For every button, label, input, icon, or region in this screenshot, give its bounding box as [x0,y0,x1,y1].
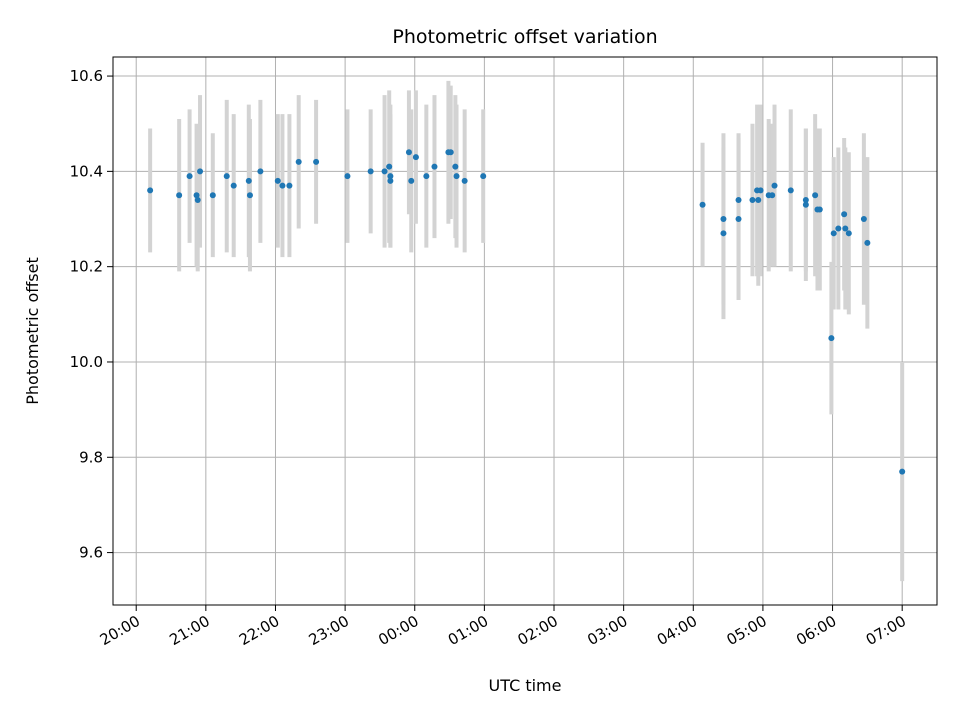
data-point [816,206,823,213]
data-point [720,216,727,223]
chart-title: Photometric offset variation [392,26,657,48]
data-point [769,192,776,199]
data-point [230,182,237,189]
y-axis: 9.6 9.8 10.0 10.2 10.4 10.6 [70,67,113,562]
data-point [147,187,154,194]
data-point [193,192,200,199]
data-point [367,168,374,175]
data-point [771,182,778,189]
data-point [453,173,460,180]
data-point [295,158,302,165]
data-point [186,173,193,180]
data-point [812,192,819,199]
data-point [749,196,756,203]
data-point [431,163,438,170]
data-point [735,196,742,203]
data-point [387,177,394,184]
data-point [899,468,906,475]
data-point [412,154,419,161]
y-tick-label: 10.0 [70,353,103,371]
data-point [257,168,264,175]
data-point [223,173,230,180]
y-tick-label: 10.2 [70,258,103,276]
data-point [313,158,320,165]
data-point [452,163,459,170]
data-point [828,335,835,342]
data-point [860,216,867,223]
data-point [461,177,468,184]
data-point [447,149,454,156]
data-point [194,196,201,203]
data-point [387,173,394,180]
data-point [735,216,742,223]
data-points [147,149,906,475]
data-point [480,173,487,180]
data-point [381,168,388,175]
data-point [408,177,415,184]
data-point [405,149,412,156]
data-point [830,230,837,237]
data-point [344,173,351,180]
data-point [209,192,216,199]
data-point [699,201,706,208]
data-point [246,192,253,199]
data-point [842,225,849,232]
data-point [802,196,809,203]
data-point [720,230,727,237]
data-point [841,211,848,218]
y-tick-label: 9.6 [79,544,103,562]
plot-frame [112,56,938,606]
data-point [423,173,430,180]
y-tick-label: 10.4 [70,162,103,180]
data-point [845,230,852,237]
data-point [787,187,794,194]
data-point [757,187,764,194]
y-axis-label: Photometric offset [23,257,42,405]
y-tick-label: 10.6 [70,67,103,85]
data-point [176,192,183,199]
data-point [386,163,393,170]
y-tick-label: 9.8 [79,448,103,466]
data-point [802,201,809,208]
data-point [864,239,871,246]
data-point [755,196,762,203]
data-point [245,177,252,184]
data-point [835,225,842,232]
x-axis-label: UTC time [489,676,562,695]
data-point [279,182,286,189]
data-point [197,168,204,175]
data-point [286,182,293,189]
data-point [274,177,281,184]
